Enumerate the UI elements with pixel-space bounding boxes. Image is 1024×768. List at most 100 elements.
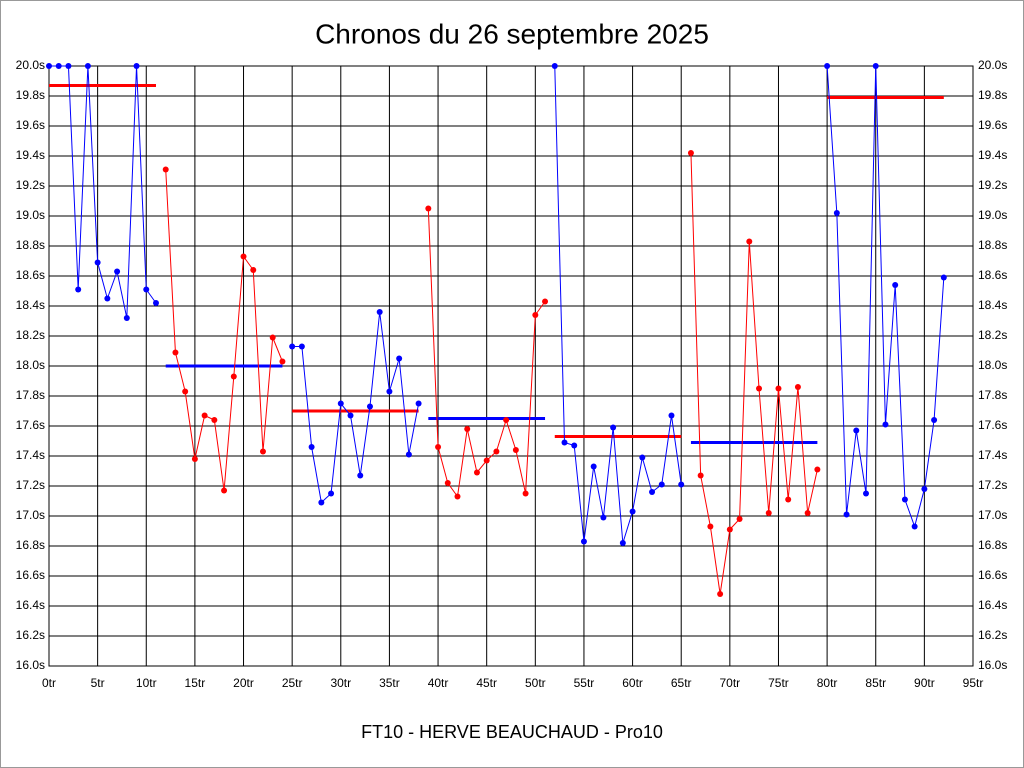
point	[357, 472, 364, 479]
point	[386, 388, 393, 395]
y2-tick-label: 18.0s	[978, 358, 1007, 372]
point	[833, 210, 840, 216]
point	[240, 253, 247, 260]
x-tick-label: 60tr	[622, 676, 643, 690]
point	[678, 481, 685, 488]
point	[940, 274, 947, 281]
point	[921, 486, 928, 492]
x-tick-label: 70tr	[719, 676, 740, 690]
point	[493, 448, 500, 455]
y2-tick-label: 16.8s	[978, 538, 1007, 552]
y2-tick-label: 16.0s	[978, 658, 1007, 672]
point	[892, 282, 899, 288]
x-tick-label: 25tr	[282, 676, 303, 690]
y-tick-label: 17.0s	[16, 508, 45, 522]
point	[736, 516, 743, 522]
x-tick-label: 85tr	[865, 676, 886, 690]
point	[794, 384, 801, 390]
point	[512, 447, 519, 453]
point	[853, 427, 860, 434]
point	[726, 526, 733, 533]
y-tick-label: 16.2s	[16, 628, 45, 642]
point	[843, 511, 850, 518]
y-tick-label: 16.0s	[16, 658, 45, 672]
point	[532, 312, 539, 318]
point	[717, 591, 724, 597]
point	[911, 523, 918, 530]
point	[619, 540, 626, 546]
x-tick-label: 80tr	[817, 676, 838, 690]
point	[551, 63, 558, 69]
point	[279, 358, 286, 365]
point	[84, 63, 91, 69]
plot-border	[48, 65, 974, 667]
x-tick-label: 95tr	[963, 676, 984, 690]
point	[221, 487, 228, 494]
y-tick-label: 16.6s	[16, 568, 45, 582]
point	[649, 489, 656, 495]
point	[600, 514, 607, 521]
x-tick-label: 55tr	[574, 676, 595, 690]
point	[55, 63, 62, 69]
y2-tick-label: 17.8s	[978, 388, 1007, 402]
point	[882, 421, 889, 428]
point	[668, 412, 675, 419]
x-tick-label: 65tr	[671, 676, 692, 690]
series-line	[292, 311, 420, 504]
y-tick-label: 17.2s	[16, 478, 45, 492]
y2-tick-label: 18.4s	[978, 298, 1007, 312]
point	[396, 355, 403, 362]
y-tick-label: 19.0s	[16, 208, 45, 222]
point	[785, 496, 792, 503]
point	[473, 469, 480, 476]
point	[542, 298, 549, 305]
y-tick-label: 18.8s	[16, 238, 45, 252]
y2-tick-label: 16.4s	[978, 598, 1007, 612]
point	[337, 400, 344, 407]
point	[863, 490, 870, 497]
point	[211, 417, 218, 423]
y2-tick-label: 18.2s	[978, 328, 1007, 342]
series-line	[690, 152, 818, 595]
y2-tick-label: 19.8s	[978, 88, 1007, 102]
y2-tick-label: 16.6s	[978, 568, 1007, 582]
x-tick-label: 0tr	[42, 676, 56, 690]
point	[415, 400, 422, 407]
point	[46, 63, 52, 69]
point	[503, 417, 510, 423]
point	[191, 456, 198, 462]
y-tick-label: 17.8s	[16, 388, 45, 402]
point	[639, 454, 646, 461]
y-tick-label: 16.4s	[16, 598, 45, 612]
x-tick-label: 35tr	[379, 676, 400, 690]
point	[328, 490, 335, 497]
point	[123, 315, 130, 321]
point	[610, 424, 617, 431]
point	[182, 388, 189, 395]
point	[629, 508, 636, 515]
point	[872, 63, 879, 69]
y-tick-label: 18.2s	[16, 328, 45, 342]
point	[658, 481, 665, 488]
point	[318, 499, 325, 506]
point	[901, 496, 908, 503]
point	[590, 463, 597, 470]
x-tick-label: 10tr	[136, 676, 157, 690]
x-tick-label: 40tr	[428, 676, 449, 690]
y-tick-label: 18.0s	[16, 358, 45, 372]
point	[561, 439, 568, 446]
x-tick-label: 20tr	[233, 676, 254, 690]
point	[765, 510, 772, 516]
point	[454, 493, 461, 500]
x-tick-label: 75tr	[768, 676, 789, 690]
y2-tick-label: 18.8s	[978, 238, 1007, 252]
point	[250, 267, 257, 273]
x-tick-label: 90tr	[914, 676, 935, 690]
y2-tick-label: 19.0s	[978, 208, 1007, 222]
point	[775, 385, 782, 392]
point	[152, 300, 159, 306]
point	[289, 343, 296, 350]
y-tick-label: 18.6s	[16, 268, 45, 282]
point	[464, 426, 471, 432]
point	[707, 523, 714, 530]
